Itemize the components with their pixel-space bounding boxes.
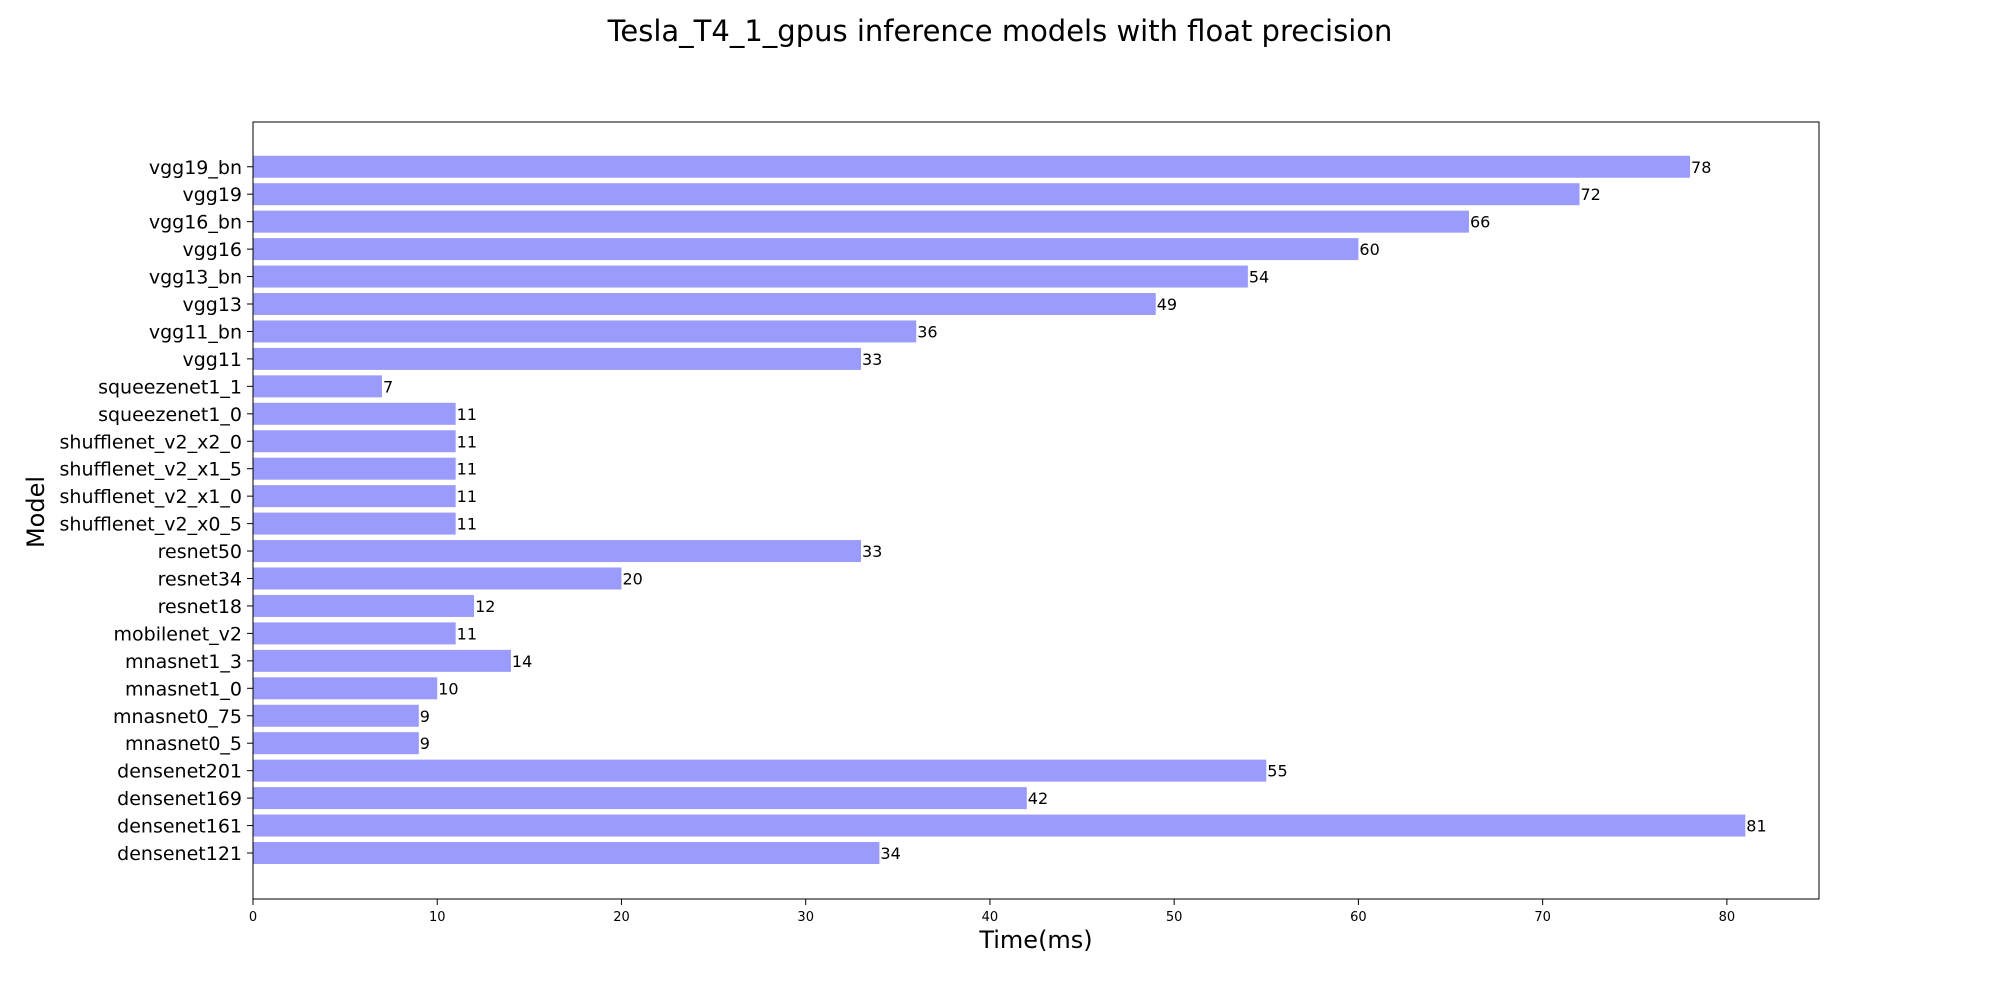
bar-mnasnet1_0 <box>253 677 438 700</box>
bar-mnasnet0_5 <box>253 732 419 755</box>
value-label: 33 <box>862 542 882 561</box>
value-label: 66 <box>1470 213 1490 232</box>
value-label: 11 <box>457 515 477 534</box>
bar-densenet121 <box>253 842 880 864</box>
bar-densenet169 <box>253 787 1027 810</box>
value-label: 11 <box>457 487 477 506</box>
value-label: 20 <box>622 570 642 589</box>
value-label: 49 <box>1157 295 1177 314</box>
x-tick-label: 10 <box>429 910 446 925</box>
bar-vgg19 <box>253 183 1580 206</box>
value-labels: 34 81 42 55 9 9 10 14 11 12 20 33 11 11 11 11 11 7 33 36 49 5… <box>383 158 1767 863</box>
value-label: 54 <box>1249 268 1269 287</box>
bar-squeezenet1_0 <box>253 402 456 425</box>
value-label: 11 <box>457 624 477 643</box>
y-tick-label: vgg11 <box>182 349 242 371</box>
x-tick-label: 50 <box>1166 910 1183 925</box>
chart-title: Tesla_T4_1_gpus inference models with fl… <box>607 14 1393 48</box>
y-tick-label: squeezenet1_1 <box>98 376 242 398</box>
value-label: 34 <box>880 844 900 863</box>
bar-vgg11 <box>253 347 861 370</box>
y-tick-label: shufflenet_v2_x1_0 <box>60 486 242 508</box>
value-label: 42 <box>1028 789 1048 808</box>
bar-shufflenet_v2_x0_5 <box>253 512 456 535</box>
y-tick-label: shufflenet_v2_x2_0 <box>60 431 242 453</box>
x-axis-title: Time(ms) <box>978 926 1092 954</box>
bar-densenet161 <box>253 814 1746 837</box>
bar-mnasnet1_3 <box>253 649 511 672</box>
value-label: 12 <box>475 597 495 616</box>
bar-mnasnet0_75 <box>253 704 419 727</box>
y-tick-label: shufflenet_v2_x1_5 <box>60 459 242 481</box>
y-tick-label: vgg11_bn <box>149 321 242 343</box>
bar-mobilenet_v2 <box>253 622 456 645</box>
value-label: 11 <box>457 432 477 451</box>
bar-shufflenet_v2_x1_0 <box>253 485 456 508</box>
value-label: 36 <box>917 322 937 341</box>
plot-frame <box>252 121 1820 900</box>
x-tick-label: 0 <box>249 910 257 925</box>
bar-vgg13_bn <box>253 265 1248 288</box>
y-tick-label: vgg16_bn <box>149 212 242 234</box>
bar-vgg19_bn <box>253 155 1691 178</box>
value-label: 7 <box>383 377 393 396</box>
y-tick-label: resnet50 <box>158 541 242 563</box>
y-tick-labels: densenet121 densenet161 densenet169 densene… <box>60 157 253 865</box>
y-tick-label: resnet18 <box>158 596 242 618</box>
value-label: 81 <box>1746 817 1766 836</box>
bar-resnet50 <box>253 540 861 563</box>
value-label: 11 <box>457 405 477 424</box>
x-tick-label: 30 <box>797 910 814 925</box>
value-label: 9 <box>420 734 430 753</box>
bar-vgg16 <box>253 238 1359 261</box>
bar-shufflenet_v2_x2_0 <box>253 430 456 453</box>
bar-vgg13 <box>253 293 1156 315</box>
y-tick-label: shufflenet_v2_x0_5 <box>60 514 242 536</box>
x-tick-label: 70 <box>1534 910 1551 925</box>
value-label: 60 <box>1359 240 1379 259</box>
y-tick-label: densenet121 <box>117 843 242 865</box>
y-tick-label: mnasnet0_5 <box>125 733 242 755</box>
value-label: 14 <box>512 652 532 671</box>
value-label: 72 <box>1580 185 1600 204</box>
y-tick-label: mobilenet_v2 <box>114 623 242 645</box>
x-ticks: 0 10 20 30 40 50 60 70 80 <box>249 899 1735 925</box>
x-tick-label: 80 <box>1719 910 1736 925</box>
y-tick-label: mnasnet1_3 <box>125 651 242 673</box>
bars-group <box>253 155 1746 864</box>
bar-vgg16_bn <box>253 210 1469 233</box>
y-tick-label: vgg19_bn <box>149 157 242 179</box>
x-tick-label: 60 <box>1350 910 1367 925</box>
y-tick-label: mnasnet0_75 <box>113 706 242 728</box>
bar-vgg11_bn <box>253 320 917 343</box>
y-tick-label: mnasnet1_0 <box>125 678 242 700</box>
x-tick-label: 40 <box>982 910 999 925</box>
y-axis-title: Model <box>22 476 50 548</box>
y-tick-label: densenet201 <box>117 761 242 783</box>
x-tick-label: 20 <box>613 910 630 925</box>
value-label: 33 <box>862 350 882 369</box>
y-tick-label: densenet169 <box>117 788 242 810</box>
value-label: 11 <box>457 460 477 479</box>
bar-squeezenet1_1 <box>253 375 382 398</box>
value-label: 9 <box>420 707 430 726</box>
y-tick-label: vgg16 <box>182 239 242 261</box>
y-tick-label: vgg13 <box>182 294 242 316</box>
bar-densenet201 <box>253 759 1267 782</box>
bar-shufflenet_v2_x1_5 <box>253 457 456 480</box>
value-label: 55 <box>1267 762 1287 781</box>
y-tick-label: vgg13_bn <box>149 267 242 289</box>
y-tick-label: resnet34 <box>158 569 242 591</box>
y-tick-label: squeezenet1_0 <box>98 404 242 426</box>
value-label: 78 <box>1691 158 1711 177</box>
bar-resnet18 <box>253 594 475 617</box>
y-tick-label: densenet161 <box>117 816 242 838</box>
y-tick-label: vgg19 <box>182 184 242 206</box>
value-label: 10 <box>438 679 458 698</box>
bar-resnet34 <box>253 567 622 590</box>
